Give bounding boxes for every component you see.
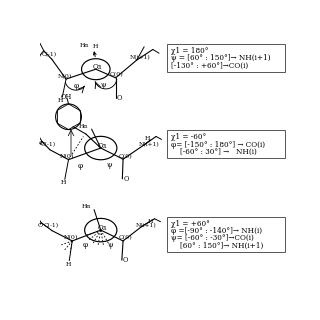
Text: H: H (148, 219, 153, 224)
Text: H: H (93, 44, 99, 49)
FancyBboxPatch shape (167, 44, 285, 72)
Text: φ= [-150° : 180°] → CO(i): φ= [-150° : 180°] → CO(i) (171, 141, 265, 149)
Text: χ1 = -60°: χ1 = -60° (171, 133, 206, 141)
Text: φ: φ (78, 162, 83, 170)
Text: [60° : 150°]→ NH(i+1): [60° : 150°]→ NH(i+1) (171, 242, 263, 250)
Text: O: O (37, 223, 43, 228)
Text: C(0): C(0) (118, 154, 132, 159)
Text: ψ = [60° : 150°]→ NH(i+1): ψ = [60° : 150°]→ NH(i+1) (171, 54, 270, 62)
Text: C(-1): C(-1) (44, 223, 59, 228)
Text: Cα: Cα (98, 224, 108, 232)
FancyBboxPatch shape (167, 217, 285, 252)
Text: C(-1): C(-1) (41, 142, 56, 148)
Text: Hα: Hα (82, 204, 91, 209)
Text: N(i+1): N(i+1) (130, 55, 151, 60)
Text: Hα: Hα (79, 124, 88, 129)
Text: N(0): N(0) (59, 154, 74, 159)
Text: Hα: Hα (80, 43, 90, 48)
Text: H: H (65, 262, 71, 267)
Text: H: H (144, 136, 150, 141)
Text: O: O (116, 93, 122, 101)
Text: O: O (123, 175, 129, 183)
Text: OH: OH (61, 92, 72, 100)
Text: [-60° : 30°] →   NH(i): [-60° : 30°] → NH(i) (171, 148, 257, 156)
Text: C(-1): C(-1) (42, 52, 57, 58)
Text: C(0): C(0) (118, 236, 132, 241)
Text: φ =[-90° : -140°]→ NH(i): φ =[-90° : -140°]→ NH(i) (171, 227, 262, 235)
Text: φ: φ (83, 241, 88, 249)
Text: ψ= [-60° : -30°]→CO(i): ψ= [-60° : -30°]→CO(i) (171, 234, 253, 242)
Text: χ1 = +60°: χ1 = +60° (171, 220, 210, 228)
Text: N(i+1): N(i+1) (138, 142, 159, 147)
Text: [-130° : +60°]→CO(i): [-130° : +60°]→CO(i) (171, 62, 248, 70)
Text: ψ: ψ (100, 81, 106, 89)
Text: N(i+1): N(i+1) (136, 223, 156, 228)
Text: χ1 = 180°: χ1 = 180° (171, 47, 208, 55)
Text: H: H (58, 98, 63, 102)
Text: O: O (39, 140, 44, 146)
Text: ψ: ψ (108, 241, 113, 249)
Text: H: H (61, 180, 66, 185)
Text: N(0): N(0) (64, 235, 78, 240)
Text: Cα: Cα (98, 142, 108, 150)
Text: O: O (123, 256, 128, 264)
Text: N(0): N(0) (58, 74, 72, 79)
FancyBboxPatch shape (167, 130, 285, 158)
Text: Cα: Cα (92, 63, 102, 71)
Text: φ: φ (73, 83, 79, 91)
Text: ψ: ψ (107, 161, 112, 169)
Text: C(0): C(0) (110, 72, 124, 77)
